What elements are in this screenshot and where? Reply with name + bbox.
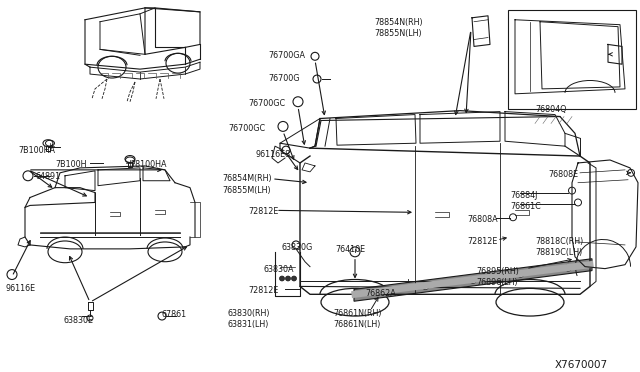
Text: 76896(LH): 76896(LH) bbox=[476, 278, 518, 286]
Text: 72812E: 72812E bbox=[467, 237, 497, 246]
FancyBboxPatch shape bbox=[508, 10, 636, 109]
Text: 76808E: 76808E bbox=[548, 170, 578, 179]
Text: 76410E: 76410E bbox=[335, 245, 365, 254]
Circle shape bbox=[517, 270, 524, 277]
Text: 76895(RH): 76895(RH) bbox=[476, 267, 519, 276]
Text: 76700G: 76700G bbox=[268, 74, 300, 83]
Text: 7B100H: 7B100H bbox=[55, 160, 86, 169]
Text: 63830A: 63830A bbox=[263, 265, 294, 274]
Text: 78818C(RH): 78818C(RH) bbox=[535, 237, 583, 246]
Circle shape bbox=[564, 264, 572, 271]
Text: 76861C: 76861C bbox=[510, 202, 541, 211]
Polygon shape bbox=[354, 259, 592, 301]
Circle shape bbox=[280, 276, 285, 281]
Circle shape bbox=[291, 276, 296, 281]
Text: 76700GA: 76700GA bbox=[268, 51, 305, 60]
Text: 76700GC: 76700GC bbox=[248, 99, 285, 108]
Text: 64891: 64891 bbox=[35, 172, 60, 181]
Text: 76808A: 76808A bbox=[467, 215, 498, 224]
Text: 63830(RH): 63830(RH) bbox=[228, 309, 271, 318]
Circle shape bbox=[470, 276, 477, 283]
Circle shape bbox=[422, 283, 429, 289]
Text: 76861N(RH): 76861N(RH) bbox=[333, 309, 381, 318]
Text: 76861N(LH): 76861N(LH) bbox=[333, 320, 380, 329]
Text: X7670007: X7670007 bbox=[555, 360, 608, 371]
Circle shape bbox=[374, 289, 381, 296]
Text: 76855M(LH): 76855M(LH) bbox=[222, 186, 271, 195]
Text: 76700GC: 76700GC bbox=[228, 125, 265, 134]
Text: 78855N(LH): 78855N(LH) bbox=[374, 29, 422, 38]
Text: 67861: 67861 bbox=[162, 310, 187, 319]
Text: 78819C(LH): 78819C(LH) bbox=[535, 248, 582, 257]
Text: 96116E: 96116E bbox=[5, 285, 35, 294]
Text: 76804Q: 76804Q bbox=[535, 105, 566, 114]
Text: 78100HA: 78100HA bbox=[130, 160, 166, 169]
Text: 7B100HA: 7B100HA bbox=[18, 146, 55, 155]
Text: 72812E: 72812E bbox=[248, 208, 278, 217]
Text: 72812E: 72812E bbox=[248, 286, 278, 295]
Text: 76884J: 76884J bbox=[510, 190, 538, 200]
Text: 63830E: 63830E bbox=[64, 316, 94, 325]
Text: 78854N(RH): 78854N(RH) bbox=[374, 18, 422, 27]
Text: 76862A: 76862A bbox=[365, 289, 396, 298]
Circle shape bbox=[285, 276, 291, 281]
Text: 96116E8: 96116E8 bbox=[255, 150, 290, 159]
Text: 76854M(RH): 76854M(RH) bbox=[222, 174, 271, 183]
Text: 63830G: 63830G bbox=[282, 243, 313, 252]
Text: 63831(LH): 63831(LH) bbox=[228, 320, 269, 329]
